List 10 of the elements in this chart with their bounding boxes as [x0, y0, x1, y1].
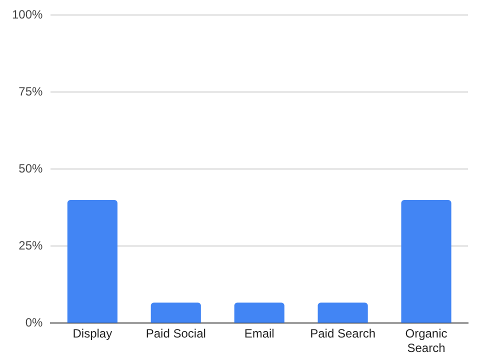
x-tick-label: Paid Social [146, 326, 206, 341]
y-tick-label: 50% [18, 162, 44, 176]
y-tick-label: 0% [25, 316, 44, 330]
y-tick-label: 25% [18, 238, 44, 253]
x-tick-label: Display [72, 326, 112, 341]
x-tick-label: Organic Search [405, 326, 448, 356]
x-tick-label: Paid Search [310, 326, 376, 341]
x-tick-label: Email [244, 326, 274, 341]
y-tick-label: 75% [18, 84, 44, 99]
y-tick-label: 100% [12, 8, 44, 22]
